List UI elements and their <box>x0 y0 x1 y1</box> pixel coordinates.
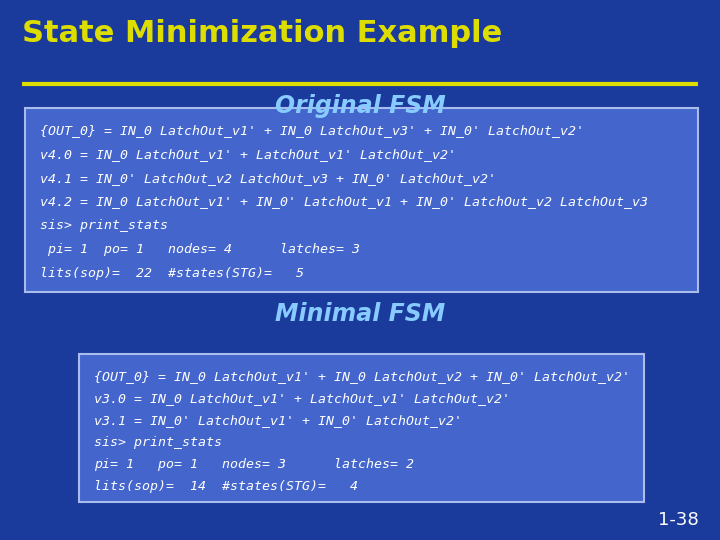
Text: pi= 1  po= 1   nodes= 4      latches= 3: pi= 1 po= 1 nodes= 4 latches= 3 <box>40 243 359 256</box>
Text: lits(sop)=  22  #states(STG)=   5: lits(sop)= 22 #states(STG)= 5 <box>40 267 304 280</box>
Text: v3.1 = IN_0' LatchOut_v1' + IN_0' LatchOut_v2': v3.1 = IN_0' LatchOut_v1' + IN_0' LatchO… <box>94 414 462 427</box>
FancyBboxPatch shape <box>79 354 644 502</box>
Text: sis> print_stats: sis> print_stats <box>94 436 222 449</box>
Text: {OUT_0} = IN_0 LatchOut_v1' + IN_0 LatchOut_v2 + IN_0' LatchOut_v2': {OUT_0} = IN_0 LatchOut_v1' + IN_0 Latch… <box>94 370 629 383</box>
Text: v4.1 = IN_0' LatchOut_v2 LatchOut_v3 + IN_0' LatchOut_v2': v4.1 = IN_0' LatchOut_v2 LatchOut_v3 + I… <box>40 172 495 185</box>
Text: sis> print_stats: sis> print_stats <box>40 219 168 232</box>
Text: {OUT_0} = IN_0 LatchOut_v1' + IN_0 LatchOut_v3' + IN_0' LatchOut_v2': {OUT_0} = IN_0 LatchOut_v1' + IN_0 Latch… <box>40 124 584 137</box>
Text: State Minimization Example: State Minimization Example <box>22 19 502 48</box>
Text: Original FSM: Original FSM <box>274 94 446 118</box>
Text: pi= 1   po= 1   nodes= 3      latches= 2: pi= 1 po= 1 nodes= 3 latches= 2 <box>94 458 413 471</box>
Text: Minimal FSM: Minimal FSM <box>275 302 445 326</box>
Text: v3.0 = IN_0 LatchOut_v1' + LatchOut_v1' LatchOut_v2': v3.0 = IN_0 LatchOut_v1' + LatchOut_v1' … <box>94 392 510 405</box>
Text: v4.0 = IN_0 LatchOut_v1' + LatchOut_v1' LatchOut_v2': v4.0 = IN_0 LatchOut_v1' + LatchOut_v1' … <box>40 148 456 161</box>
Text: lits(sop)=  14  #states(STG)=   4: lits(sop)= 14 #states(STG)= 4 <box>94 480 358 493</box>
FancyBboxPatch shape <box>25 108 698 292</box>
Text: v4.2 = IN_0 LatchOut_v1' + IN_0' LatchOut_v1 + IN_0' LatchOut_v2 LatchOut_v3: v4.2 = IN_0 LatchOut_v1' + IN_0' LatchOu… <box>40 195 647 208</box>
Text: 1-38: 1-38 <box>657 511 698 529</box>
